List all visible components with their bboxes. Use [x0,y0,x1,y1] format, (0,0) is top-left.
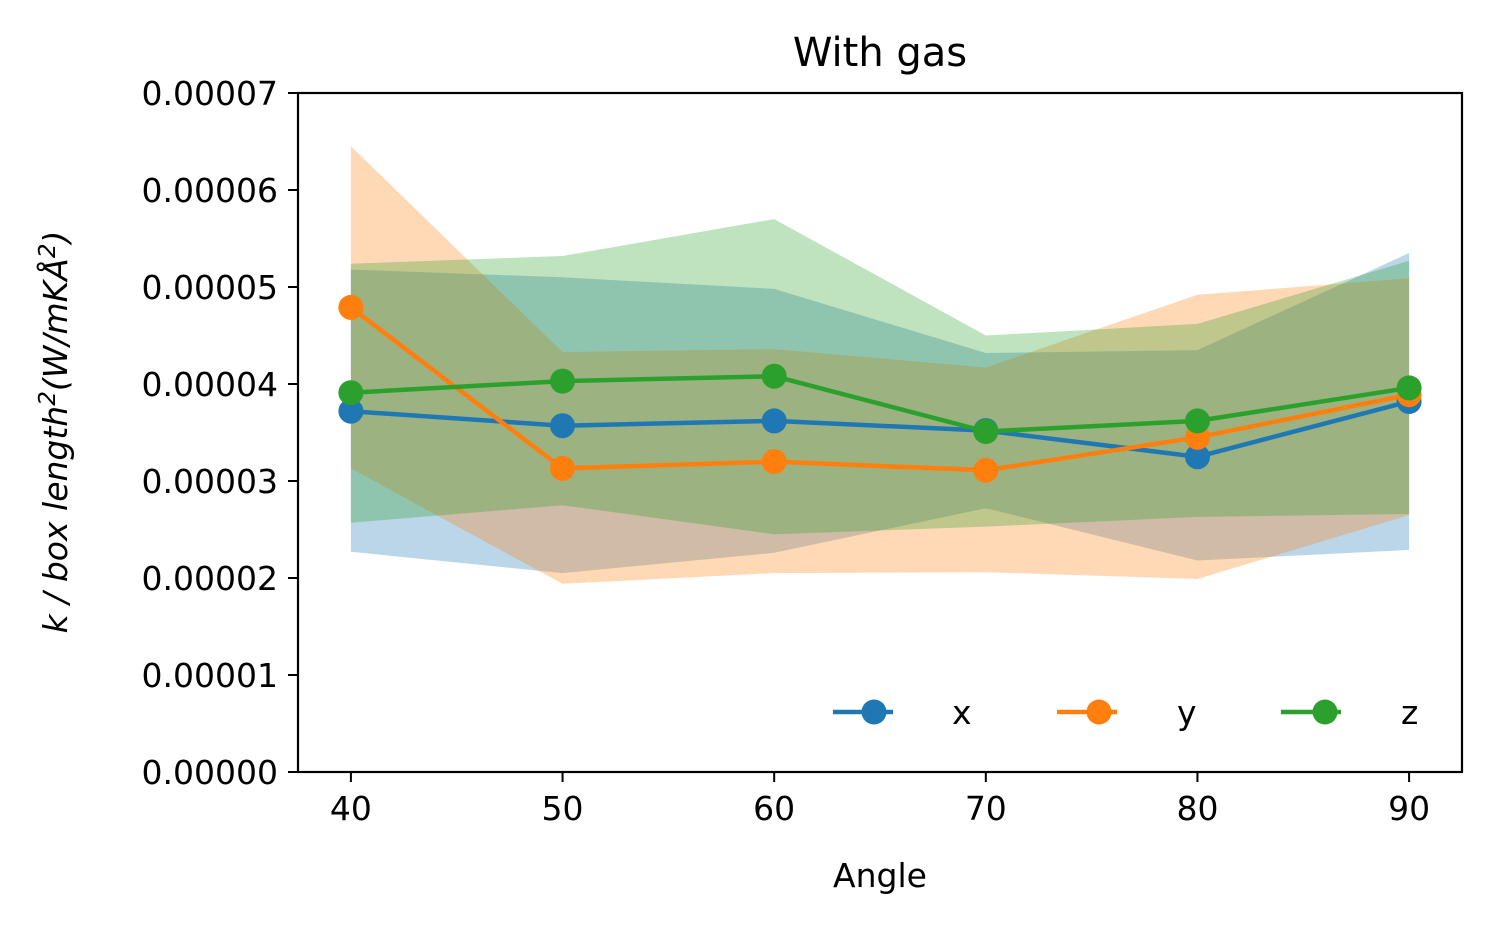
y-tick-label-0: 0.00000 [142,753,278,792]
x-tick-label-60: 60 [753,789,795,828]
legend-marker-z [1312,699,1338,725]
legend-entry-z: z [1281,693,1418,732]
y-tick-label-7: 0.00007 [142,74,278,113]
y-tick-label-3: 0.00003 [142,462,278,501]
point-y-70 [973,457,999,483]
point-x-60 [761,408,787,434]
y-tick-label-6: 0.00006 [142,171,278,210]
point-y-60 [761,449,787,475]
legend-entry-x: x [833,693,972,732]
y-axis-label-sup-1: 2 [35,391,61,406]
y-tick-label-1: 0.00001 [142,656,278,695]
y-axis-label: k / box length2(W/mKÅ2) [35,231,75,634]
x-tick-label-90: 90 [1388,789,1430,828]
legend-label-y: y [1177,693,1197,732]
y-tick-label-5: 0.00005 [142,268,278,307]
line-x [348,399,1412,460]
x-axis-ticks: 40 50 60 70 80 90 [330,772,1430,828]
point-y-50 [550,455,575,481]
plot-frame [296,91,1464,774]
x-axis-label: Angle [833,856,927,895]
point-z-60 [761,363,787,389]
chart-title: With gas [793,30,967,76]
y-tick-label-2: 0.00002 [142,559,278,598]
y-axis-label-unit: (W/mKÅ [35,258,75,391]
legend-entry-y: y [1057,693,1197,732]
x-tick-label-50: 50 [542,789,584,828]
y-axis-label-close: ) [36,231,75,247]
band-y [350,146,1410,584]
point-z-90 [1396,375,1422,401]
point-y-40 [338,294,364,320]
line-y [348,305,1412,473]
y-axis-label-sup-2: 2 [35,244,61,259]
legend-label-x: x [952,693,972,732]
legend-label-z: z [1401,693,1418,732]
y-axis-ticks: 0.00000 0.00001 0.00002 0.00003 0.00004 0.000… [142,74,298,792]
legend-marker-x [861,699,887,725]
point-z-50 [550,368,575,394]
band-x [350,253,1410,574]
line-z [348,373,1412,434]
legend-marker-y [1086,699,1112,725]
point-z-80 [1185,408,1210,434]
x-tick-label-80: 80 [1176,789,1218,828]
point-z-70 [973,419,999,444]
point-x-50 [550,413,575,439]
point-z-40 [338,380,364,406]
point-x-80 [1185,444,1210,470]
point-x-40 [338,398,364,424]
confidence-bands [350,146,1410,584]
series-points [338,294,1422,483]
y-axis-label-main: k / box length [36,406,75,634]
series-lines [348,305,1412,473]
legend: x y z [833,693,1418,732]
x-tick-label-40: 40 [330,789,372,828]
x-tick-label-70: 70 [965,789,1007,828]
band-z [350,219,1410,535]
y-tick-label-4: 0.00004 [142,365,278,404]
